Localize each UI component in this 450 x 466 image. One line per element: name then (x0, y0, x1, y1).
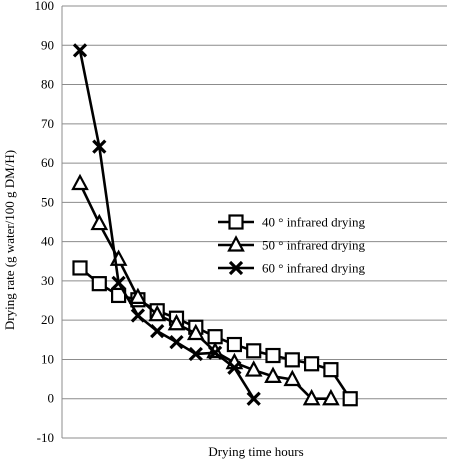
data-point (186, 323, 205, 341)
data-point (265, 347, 281, 364)
data-point (304, 356, 320, 372)
data-point (302, 388, 321, 406)
y-axis-title: Drying rate (g water/100 g DM/H) (2, 150, 17, 330)
y-tick-label: 10 (41, 351, 54, 366)
y-tick-label: 30 (41, 273, 54, 288)
data-point (342, 391, 358, 407)
marker-stroke (227, 360, 242, 375)
data-point (91, 276, 107, 292)
data-point (188, 346, 203, 362)
legend-label: 40 ° infrared drying (262, 215, 366, 230)
marker-stroke (72, 43, 88, 58)
data-point (207, 345, 223, 360)
data-point (72, 260, 88, 276)
series-60-infrared-drying (72, 43, 261, 406)
data-point (167, 313, 186, 331)
x-axis-title: Drying time hours (208, 444, 303, 459)
data-point (207, 329, 223, 345)
series-40-infrared-drying (72, 260, 358, 407)
legend-entry: 40 ° infrared drying (218, 214, 366, 230)
data-point (148, 304, 167, 322)
data-point (92, 139, 107, 154)
legend-marker (228, 260, 244, 276)
marker-stroke (228, 260, 244, 276)
y-tick-label: 20 (41, 312, 54, 327)
data-point (169, 335, 184, 350)
data-point (150, 324, 165, 339)
series-line (78, 50, 255, 400)
legend-entry: 60 ° infrared drying (218, 261, 366, 276)
data-point (246, 391, 261, 406)
data-point (226, 336, 242, 353)
data-point (283, 369, 302, 387)
legend-label: 50 ° infrared drying (262, 238, 366, 253)
y-tick-label: 0 (48, 391, 55, 406)
data-point (246, 343, 262, 359)
legend: 40 ° infrared drying 50 ° infrared drying… (218, 214, 366, 276)
marker-stroke (169, 335, 184, 350)
y-tick-label: 100 (35, 0, 55, 13)
data-point (323, 362, 339, 378)
data-point (244, 360, 263, 377)
legend-marker (228, 214, 244, 230)
data-point (90, 213, 109, 231)
y-tick-label: -10 (37, 430, 54, 445)
y-tick-label: 50 (41, 194, 54, 209)
marker-stroke (246, 391, 261, 406)
marker-stroke (92, 139, 107, 154)
legend-marker (227, 235, 245, 252)
y-tick-label: 70 (41, 116, 54, 131)
marker-stroke (130, 308, 146, 323)
marker-stroke (150, 324, 165, 339)
data-point (264, 366, 282, 383)
data-point (284, 352, 300, 368)
y-tick-label: 80 (41, 77, 54, 92)
data-point (130, 308, 146, 323)
y-tick-label: 90 (41, 37, 54, 52)
data-point (72, 43, 88, 58)
series-layer (71, 43, 358, 407)
grid-lines (62, 5, 447, 439)
data-point (227, 360, 242, 375)
y-tick-label: 60 (41, 155, 54, 170)
data-point (111, 275, 126, 291)
data-point (71, 173, 89, 191)
marker-stroke (188, 346, 203, 362)
marker-stroke (207, 345, 223, 360)
marker-stroke (111, 275, 126, 291)
legend-entry: 50 ° infrared drying (218, 235, 366, 253)
data-point (322, 388, 340, 406)
legend-label: 60 ° infrared drying (262, 261, 366, 276)
data-point (129, 287, 147, 305)
y-tick-label: 40 (41, 234, 54, 249)
